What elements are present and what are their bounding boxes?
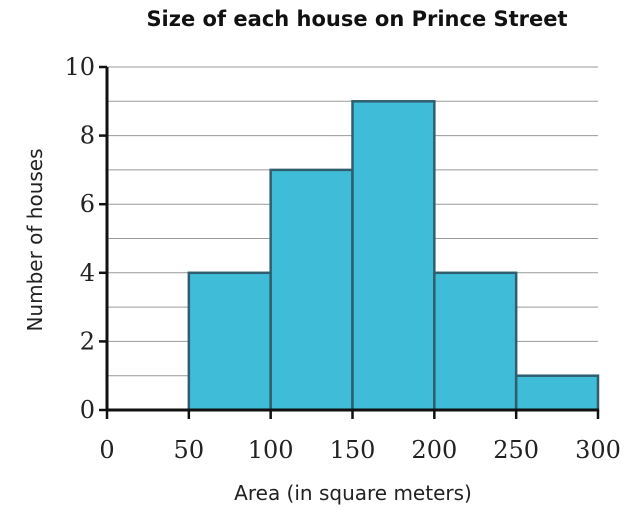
x-tick-label: 200 [411, 436, 457, 464]
histogram-bar [514, 374, 600, 412]
histogram-bar [187, 271, 272, 412]
bars [187, 100, 600, 412]
y-tick-label: 6 [80, 190, 95, 218]
x-axis-label: Area (in square meters) [234, 481, 472, 505]
y-tick-label: 10 [64, 53, 95, 81]
y-tick-labels: 0 2 4 6 8 10 [64, 53, 95, 424]
x-tick-label: 300 [575, 436, 621, 464]
y-tick-label: 4 [80, 259, 95, 287]
histogram-bar [269, 168, 354, 412]
x-tick-label: 50 [174, 436, 205, 464]
x-tick-label: 0 [99, 436, 114, 464]
histogram-bar [351, 100, 436, 412]
x-tick-labels: 0 50 100 150 200 250 300 [99, 436, 621, 464]
axes [99, 65, 600, 419]
x-tick-label: 250 [493, 436, 539, 464]
x-tick-label: 100 [248, 436, 294, 464]
x-tick-label: 150 [330, 436, 376, 464]
y-tick-label: 0 [80, 396, 95, 424]
chart-title: Size of each house on Prince Street [146, 7, 567, 31]
histogram-bar [433, 271, 518, 412]
y-tick-label: 2 [80, 327, 95, 355]
y-tick-label: 8 [80, 122, 95, 150]
y-axis-label: Number of houses [23, 148, 47, 331]
